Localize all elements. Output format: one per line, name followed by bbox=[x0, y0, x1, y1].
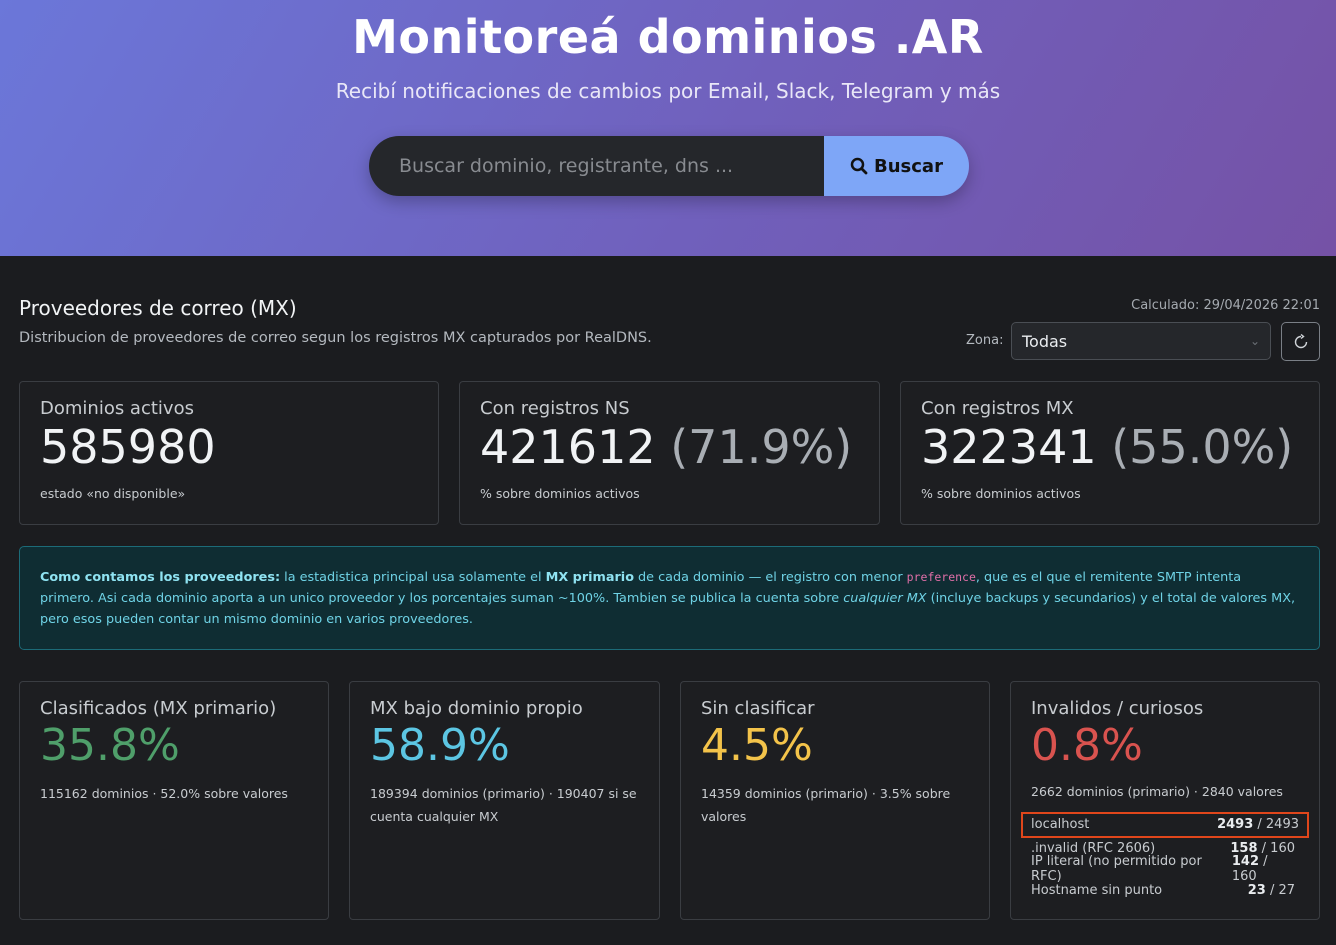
list-item-name: Hostname sin punto bbox=[1031, 882, 1163, 898]
stat-label: Con registros NS bbox=[480, 398, 630, 419]
list-item: localhost 2493 / 2493 bbox=[1021, 811, 1309, 838]
category-value: 0.8% bbox=[1031, 720, 1143, 771]
info-lead: Como contamos los proveedores: bbox=[40, 570, 281, 585]
list-item: Hostname sin punto 23 / 27 bbox=[1031, 880, 1299, 901]
category-card-unclassified: Sin clasificar 4.5% 14359 dominios (prim… bbox=[680, 681, 990, 920]
refresh-button[interactable] bbox=[1281, 322, 1320, 361]
info-text: de cada dominio — el registro con menor bbox=[633, 570, 907, 585]
zona-select[interactable]: Todas ⌄ bbox=[1011, 322, 1271, 360]
stat-label: Dominios activos bbox=[40, 398, 194, 419]
category-note: 2662 dominios (primario) · 2840 valores bbox=[1031, 783, 1283, 799]
calculated-timestamp: Calculado: 29/04/2026 22:01 bbox=[1131, 298, 1320, 313]
stat-card-active: Dominios activos 585980 estado «no dispo… bbox=[19, 381, 439, 525]
list-item-name: localhost bbox=[1031, 817, 1090, 833]
zona-label: Zona: bbox=[966, 333, 1004, 348]
count-total: / 2493 bbox=[1253, 817, 1299, 833]
list-item-count: 142 / 160 bbox=[1232, 854, 1295, 884]
category-card-classified: Clasificados (MX primario) 35.8% 115162 … bbox=[19, 681, 329, 920]
info-italic: cualquier MX bbox=[843, 591, 927, 607]
hero-banner: Monitoreá dominios .AR Recibí notificaci… bbox=[0, 0, 1336, 256]
category-label: MX bajo dominio propio bbox=[370, 698, 583, 719]
info-code: preference bbox=[906, 570, 976, 584]
list-item-count: 2493 / 2493 bbox=[1217, 817, 1299, 832]
category-value: 35.8% bbox=[40, 720, 180, 771]
category-label: Invalidos / curiosos bbox=[1031, 698, 1204, 719]
stat-value: 322341 bbox=[921, 420, 1097, 474]
count-primary: 23 bbox=[1247, 882, 1266, 898]
stat-value: 421612 bbox=[480, 420, 656, 474]
search-button-label: Buscar bbox=[874, 155, 943, 177]
category-value: 58.9% bbox=[370, 720, 510, 771]
list-item-name: IP literal (no permitido por RFC) bbox=[1031, 854, 1202, 885]
list-item-count: 158 / 160 bbox=[1230, 841, 1295, 856]
info-text: la estadistica principal usa solamente e… bbox=[280, 570, 546, 585]
stat-note: % sobre dominios activos bbox=[480, 485, 640, 501]
category-note: 189394 dominios (primario) · 190407 si s… bbox=[370, 785, 637, 825]
list-item-count: 23 / 27 bbox=[1248, 883, 1295, 898]
info-text: (incluye backups y secundarios) y el tot… bbox=[40, 591, 1296, 628]
search-button[interactable]: Buscar bbox=[824, 136, 969, 196]
count-primary: 2493 bbox=[1217, 817, 1254, 833]
category-label: Sin clasificar bbox=[701, 698, 815, 719]
stat-value: 585980 bbox=[40, 420, 216, 474]
count-total: / 160 bbox=[1231, 854, 1268, 885]
invalid-breakdown-list: localhost 2493 / 2493 .invalid (RFC 2606)… bbox=[1021, 811, 1309, 901]
search-bar: Buscar bbox=[369, 136, 969, 196]
stat-percent: (55.0%) bbox=[1111, 420, 1294, 474]
count-primary: 158 bbox=[1230, 840, 1258, 856]
section-description: Distribucion de proveedores de correo se… bbox=[19, 330, 652, 346]
chevron-down-icon: ⌄ bbox=[1249, 334, 1260, 348]
list-item: IP literal (no permitido por RFC) 142 / 1… bbox=[1031, 854, 1299, 884]
count-total: / 27 bbox=[1265, 882, 1295, 898]
refresh-icon bbox=[1294, 333, 1307, 348]
category-note: 14359 dominios (primario) · 3.5% sobre v… bbox=[701, 785, 951, 825]
category-card-invalid: Invalidos / curiosos 0.8% 2662 dominios … bbox=[1010, 681, 1320, 920]
stat-value-row: 322341 (55.0%) bbox=[921, 421, 1299, 474]
info-alert: Como contamos los proveedores: la estadi… bbox=[19, 546, 1320, 650]
section-title: Proveedores de correo (MX) bbox=[19, 296, 297, 320]
info-text: , que es el que el remitente SMTP intent… bbox=[40, 570, 1242, 607]
main-content: Proveedores de correo (MX) Distribucion … bbox=[0, 256, 1336, 945]
stat-card-ns: Con registros NS 421612 (71.9%) % sobre … bbox=[459, 381, 880, 525]
stat-percent: (71.9%) bbox=[670, 420, 853, 474]
list-item-name: .invalid (RFC 2606) bbox=[1031, 840, 1156, 856]
page-subtitle: Recibí notificaciones de cambios por Ema… bbox=[335, 79, 1001, 103]
search-icon bbox=[850, 157, 868, 175]
list-item: .invalid (RFC 2606) 158 / 160 bbox=[1031, 838, 1299, 859]
category-value: 4.5% bbox=[701, 720, 813, 771]
category-label: Clasificados (MX primario) bbox=[40, 698, 277, 719]
stat-card-mx: Con registros MX 322341 (55.0%) % sobre … bbox=[900, 381, 1320, 525]
count-total: / 160 bbox=[1257, 840, 1295, 856]
stat-label: Con registros MX bbox=[921, 398, 1074, 419]
stat-note: estado «no disponible» bbox=[40, 485, 186, 501]
zona-select-value: Todas bbox=[1022, 331, 1068, 351]
info-bold: MX primario bbox=[545, 570, 634, 585]
category-card-own: MX bajo dominio propio 58.9% 189394 domi… bbox=[349, 681, 660, 920]
stat-value-row: 421612 (71.9%) bbox=[480, 421, 859, 474]
stat-note: % sobre dominios activos bbox=[921, 485, 1081, 501]
count-primary: 142 bbox=[1231, 854, 1260, 870]
category-note: 115162 dominios · 52.0% sobre valores bbox=[40, 785, 288, 801]
search-input[interactable] bbox=[369, 136, 824, 196]
page-title: Monitoreá dominios .AR bbox=[352, 10, 984, 64]
